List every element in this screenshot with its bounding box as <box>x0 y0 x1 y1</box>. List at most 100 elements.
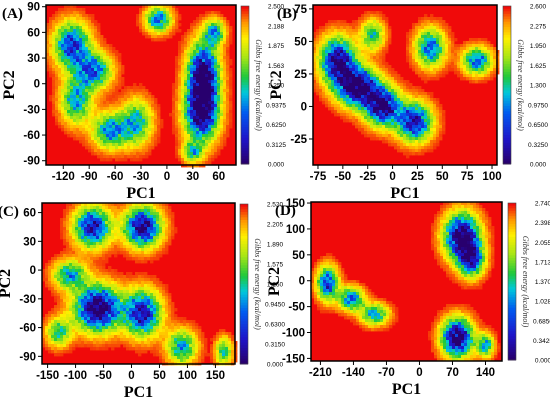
heatmap-cell <box>352 32 356 36</box>
heatmap-cell <box>316 74 320 78</box>
heatmap-cell <box>334 62 338 66</box>
heatmap-cell <box>361 32 365 36</box>
heatmap-cell <box>397 104 401 108</box>
heatmap-cell <box>139 17 143 21</box>
heatmap-cell <box>346 59 350 63</box>
heatmap-cell <box>94 128 98 132</box>
heatmap-cell <box>400 113 404 117</box>
heatmap-cell <box>211 134 215 138</box>
heatmap-cell <box>433 119 437 123</box>
heatmap-cell <box>79 50 83 54</box>
heatmap-cell <box>103 74 107 78</box>
heatmap-cell <box>118 74 122 78</box>
heatmap-cell <box>72 242 76 246</box>
heatmap-cell <box>82 50 86 54</box>
heatmap-cell <box>352 80 356 84</box>
heatmap-cell <box>328 47 332 51</box>
heatmap-cell <box>208 41 212 45</box>
heatmap-cell <box>397 143 401 147</box>
colorbar-segment <box>503 53 511 57</box>
heatmap-cell <box>157 107 161 111</box>
y-tick-label: 25 <box>294 69 307 81</box>
heatmap-cell <box>96 215 100 219</box>
heatmap-cell <box>187 77 191 81</box>
heatmap-cell <box>424 71 428 75</box>
heatmap-cell <box>352 98 356 102</box>
heatmap-cell <box>388 116 392 120</box>
heatmap-cell <box>103 158 107 162</box>
heatmap-cell <box>106 116 110 120</box>
heatmap-cell <box>112 62 116 66</box>
heatmap-cell <box>379 128 383 132</box>
heatmap-cell <box>433 113 437 117</box>
heatmap-cell <box>220 20 224 24</box>
heatmap-cell <box>81 209 85 213</box>
heatmap-cell <box>187 83 191 87</box>
heatmap-cell <box>97 101 101 105</box>
heatmap-cell <box>358 89 362 93</box>
heatmap-cell <box>448 53 452 57</box>
heatmap-cell <box>106 119 110 123</box>
heatmap-cell <box>409 65 413 69</box>
heatmap-cell <box>418 98 422 102</box>
heatmap-cell <box>223 116 227 120</box>
heatmap-cell <box>166 23 170 27</box>
heatmap-cell <box>61 128 65 132</box>
heatmap-cell <box>346 92 350 96</box>
heatmap-cell <box>223 125 227 129</box>
heatmap-cell <box>199 155 203 159</box>
heatmap-cell <box>421 101 425 105</box>
heatmap-cell <box>148 23 152 27</box>
heatmap-cell <box>178 68 182 72</box>
heatmap-cell <box>361 20 365 24</box>
heatmap-cell <box>148 125 152 129</box>
heatmap-cell <box>208 11 212 15</box>
heatmap-cell <box>439 44 443 48</box>
heatmap-cell <box>199 101 203 105</box>
heatmap-cell <box>469 71 473 75</box>
heatmap-cell <box>394 119 398 123</box>
heatmap-cell <box>394 110 398 114</box>
energy-heatmap <box>42 203 238 366</box>
heatmap-cell <box>76 8 80 12</box>
heatmap-cell <box>400 107 404 111</box>
heatmap-cell <box>223 107 227 111</box>
heatmap-cell <box>403 86 407 90</box>
heatmap-cell <box>66 230 70 234</box>
heatmap-cell <box>451 41 455 45</box>
heatmap-cell <box>403 98 407 102</box>
heatmap-cell <box>118 98 122 102</box>
heatmap-cell <box>370 20 374 24</box>
heatmap-cell <box>79 140 83 144</box>
heatmap-cell <box>100 131 104 135</box>
heatmap-cell <box>133 95 137 99</box>
heatmap-cell <box>81 215 85 219</box>
heatmap-cell <box>229 107 233 111</box>
heatmap-cell <box>427 131 431 135</box>
heatmap-cell <box>214 68 218 72</box>
heatmap-cell <box>463 56 467 60</box>
heatmap-cell <box>334 86 338 90</box>
heatmap-cell <box>226 29 230 33</box>
heatmap-cell <box>51 260 55 264</box>
heatmap-cell <box>334 47 338 51</box>
heatmap-cell <box>100 38 104 42</box>
heatmap-cell <box>69 212 73 216</box>
heatmap-cell <box>343 110 347 114</box>
heatmap-cell <box>394 74 398 78</box>
heatmap-cell <box>85 26 89 30</box>
heatmap-cell <box>313 35 317 39</box>
heatmap-cell <box>439 104 443 108</box>
heatmap-cell <box>433 26 437 30</box>
heatmap-cell <box>340 110 344 114</box>
heatmap-cell <box>61 62 65 66</box>
heatmap-cell <box>196 152 200 156</box>
heatmap-cell <box>367 119 371 123</box>
heatmap-cell <box>67 128 71 132</box>
heatmap-cell <box>81 251 85 255</box>
heatmap-cell <box>316 62 320 66</box>
heatmap-cell <box>409 38 413 42</box>
heatmap-cell <box>487 77 491 81</box>
heatmap-cell <box>159 227 163 231</box>
heatmap-cell <box>133 152 137 156</box>
